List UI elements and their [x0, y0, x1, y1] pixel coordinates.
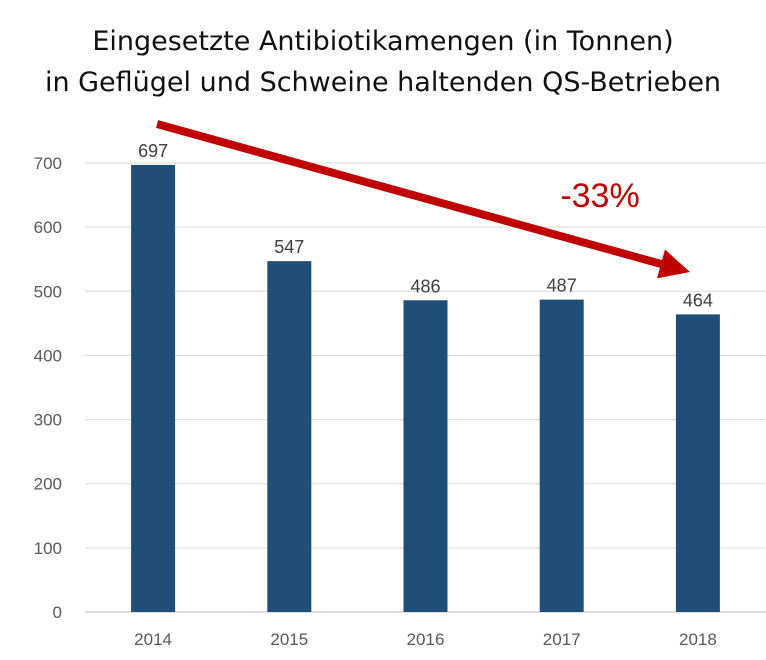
bar — [131, 164, 176, 612]
chart-title: Eingesetzte Antibiotikamengen (in Tonnen… — [0, 22, 766, 103]
y-tick-label: 200 — [34, 475, 62, 494]
x-tick-label: 2017 — [543, 630, 581, 649]
chart-title-line-1: Eingesetzte Antibiotikamengen (in Tonnen… — [92, 26, 674, 57]
bar — [267, 261, 312, 612]
x-tick-label: 2016 — [407, 630, 445, 649]
y-tick-label: 700 — [34, 154, 62, 173]
y-tick-label: 500 — [34, 282, 62, 301]
data-label: 547 — [274, 237, 304, 257]
y-tick-label: 400 — [34, 346, 62, 365]
x-tick-label: 2018 — [679, 630, 717, 649]
bar — [675, 314, 720, 612]
trend-arrow-shaft — [156, 120, 664, 269]
y-tick-label: 100 — [34, 539, 62, 558]
chart-title-line-2: in Geflügel und Schweine haltenden QS-Be… — [44, 66, 722, 98]
bar — [403, 300, 448, 612]
y-tick-label: 600 — [34, 218, 62, 237]
data-label: 486 — [410, 276, 440, 296]
data-label: 487 — [547, 276, 577, 296]
x-tick-label: 2014 — [134, 630, 172, 649]
percent-change-label: -33% — [560, 177, 639, 215]
bar — [539, 299, 584, 612]
data-label: 697 — [138, 141, 168, 161]
data-label: 464 — [683, 290, 713, 310]
x-tick-label: 2015 — [270, 630, 308, 649]
trend-arrow-head — [656, 249, 690, 279]
y-tick-label: 300 — [34, 411, 62, 430]
y-tick-label: 0 — [53, 603, 62, 622]
